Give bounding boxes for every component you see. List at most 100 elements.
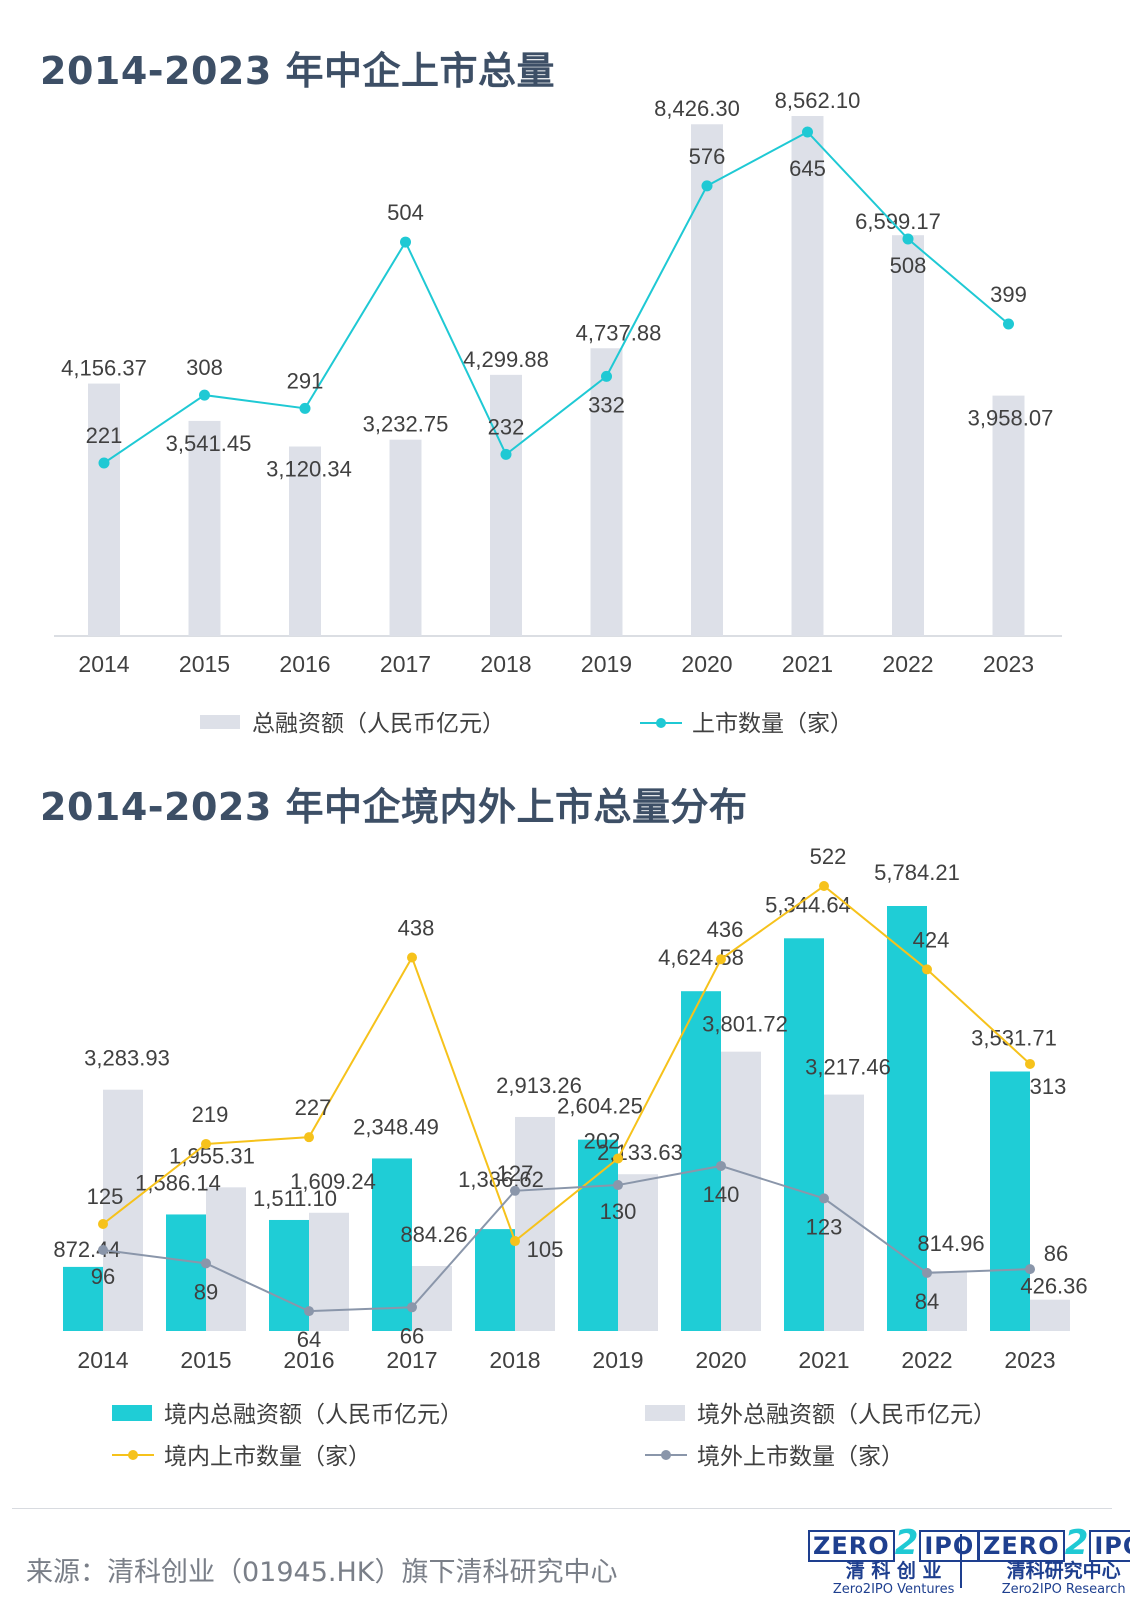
point-overseas-listings xyxy=(407,1302,417,1313)
bar-label-overseas-financing: 814.96 xyxy=(917,1231,984,1256)
bar-overseas-financing xyxy=(1030,1299,1070,1331)
point-listings xyxy=(902,233,914,245)
point-label-overseas-listings: 64 xyxy=(297,1327,321,1352)
bar-label-total-financing: 4,737.88 xyxy=(576,320,662,345)
bar-total-financing xyxy=(892,235,924,636)
point-listings xyxy=(802,126,813,138)
bar-domestic-financing xyxy=(887,906,927,1331)
legend-swatch-total-financing xyxy=(200,715,240,729)
legend-label-listings: 上市数量（家） xyxy=(692,711,853,737)
point-label-listings: 504 xyxy=(387,200,424,225)
logo2-zero: ZERO xyxy=(978,1530,1065,1562)
logo1-zero: ZERO xyxy=(808,1530,895,1562)
logo1-cn: 清 科 创 业 xyxy=(845,1560,942,1582)
bar-total-financing xyxy=(88,383,120,636)
line-domestic-listings xyxy=(102,884,1031,1243)
bar-label-overseas-financing: 426.36 xyxy=(1020,1274,1087,1299)
x-tick-label: 2022 xyxy=(901,1347,952,1373)
point-label-listings: 399 xyxy=(990,282,1027,307)
point-label-listings: 645 xyxy=(789,156,826,181)
point-label-overseas-listings: 123 xyxy=(806,1214,843,1239)
bar-label-overseas-financing: 2,133.63 xyxy=(597,1140,683,1165)
point-label-domestic-listings: 219 xyxy=(192,1102,229,1127)
point-listings xyxy=(500,448,512,460)
x-tick-label: 2014 xyxy=(78,651,129,677)
bar-total-financing xyxy=(691,124,723,637)
bar-total-financing xyxy=(992,395,1025,636)
bar-label-total-financing: 4,156.37 xyxy=(61,356,147,381)
legend-label: 境内上市数量（家） xyxy=(164,1444,371,1470)
bar-domestic-financing xyxy=(578,1139,618,1331)
chart1: 4,156.37 2014 3,541.45 2015 3,120.34 2016 3,23… xyxy=(54,88,1062,737)
logo2-two: 2 xyxy=(1064,1523,1090,1563)
bar-domestic-financing xyxy=(784,938,824,1331)
bar-label-domestic-financing: 872.44 xyxy=(53,1237,120,1262)
point-domestic-listings xyxy=(613,1153,623,1164)
x-tick-label: 2019 xyxy=(592,1347,643,1373)
x-tick-label: 2018 xyxy=(489,1347,540,1373)
point-label-listings: 332 xyxy=(588,392,625,417)
point-label-overseas-listings: 66 xyxy=(400,1323,424,1348)
x-tick-label: 2015 xyxy=(180,1347,231,1373)
logo2-cn: 清科研究中心 xyxy=(1006,1560,1121,1582)
bar-label-domestic-financing: 2,348.49 xyxy=(353,1114,439,1139)
bar-overseas-financing xyxy=(309,1212,349,1331)
point-label-overseas-listings: 127 xyxy=(497,1161,534,1186)
bar-label-overseas-financing: 1,609.24 xyxy=(290,1169,376,1194)
bar-overseas-financing xyxy=(927,1271,967,1331)
point-label-domestic-listings: 424 xyxy=(913,927,950,952)
bar-label-total-financing: 8,426.30 xyxy=(654,96,740,121)
bar-label-total-financing: 6,599.17 xyxy=(855,209,941,234)
line-listings xyxy=(103,130,1010,464)
point-listings xyxy=(701,180,713,192)
bar-total-financing xyxy=(389,439,422,636)
x-tick-label: 2022 xyxy=(882,651,933,677)
logo1-ipo: IPO xyxy=(919,1530,980,1562)
bar-overseas-financing xyxy=(103,1089,143,1331)
point-domestic-listings xyxy=(98,1219,108,1229)
point-domestic-listings xyxy=(716,954,726,965)
bar-total-financing xyxy=(188,420,221,636)
x-tick-label: 2019 xyxy=(581,651,632,677)
x-tick-label: 2020 xyxy=(681,651,732,677)
bar-label-overseas-financing: 3,283.93 xyxy=(84,1046,170,1071)
bar-label-domestic-financing: 4,624.58 xyxy=(658,945,744,970)
legend-swatch xyxy=(112,1405,152,1421)
point-overseas-listings xyxy=(98,1245,108,1255)
point-overseas-listings xyxy=(922,1267,932,1278)
legend-marker-listings xyxy=(656,718,666,728)
point-listings xyxy=(98,457,110,469)
point-label-domestic-listings: 227 xyxy=(295,1095,332,1120)
x-tick-label: 2017 xyxy=(380,651,431,677)
bar-label-domestic-financing: 5,784.21 xyxy=(874,860,960,885)
chart2: 2014 2015 2016 2017 2018 2019 2020 2021 2022 2023… xyxy=(53,844,1087,1470)
line-overseas-listings xyxy=(102,1164,1031,1313)
bar-domestic-financing xyxy=(681,991,721,1331)
point-domestic-listings xyxy=(407,952,417,963)
legend-label: 境内总融资额（人民币亿元） xyxy=(164,1402,463,1428)
logo1-en: Zero2IPO Ventures xyxy=(832,1582,955,1597)
point-label-domestic-listings: 438 xyxy=(398,916,435,941)
point-label-domestic-listings: 436 xyxy=(707,917,744,942)
point-label-overseas-listings: 140 xyxy=(703,1182,740,1207)
bar-total-financing xyxy=(590,348,623,636)
point-label-listings: 291 xyxy=(287,368,324,393)
bar-overseas-financing xyxy=(618,1174,658,1331)
point-overseas-listings xyxy=(304,1306,314,1317)
logo2-en: Zero2IPO Research xyxy=(1001,1582,1126,1597)
point-overseas-listings xyxy=(716,1160,726,1171)
bar-overseas-financing xyxy=(721,1051,761,1331)
bar-domestic-financing xyxy=(166,1214,206,1331)
point-overseas-listings xyxy=(819,1193,829,1204)
point-label-overseas-listings: 96 xyxy=(91,1264,115,1289)
point-label-listings: 508 xyxy=(890,253,927,278)
source-text: 来源：清科创业（01945.HK）旗下清科研究中心 xyxy=(26,1557,618,1588)
point-domestic-listings xyxy=(304,1132,314,1143)
logo1-two: 2 xyxy=(894,1523,920,1563)
point-listings xyxy=(1003,318,1014,330)
bar-domestic-financing xyxy=(63,1266,103,1331)
x-tick-label: 2017 xyxy=(386,1347,437,1373)
point-label-domestic-listings: 105 xyxy=(527,1237,564,1262)
bar-total-financing xyxy=(791,116,824,636)
